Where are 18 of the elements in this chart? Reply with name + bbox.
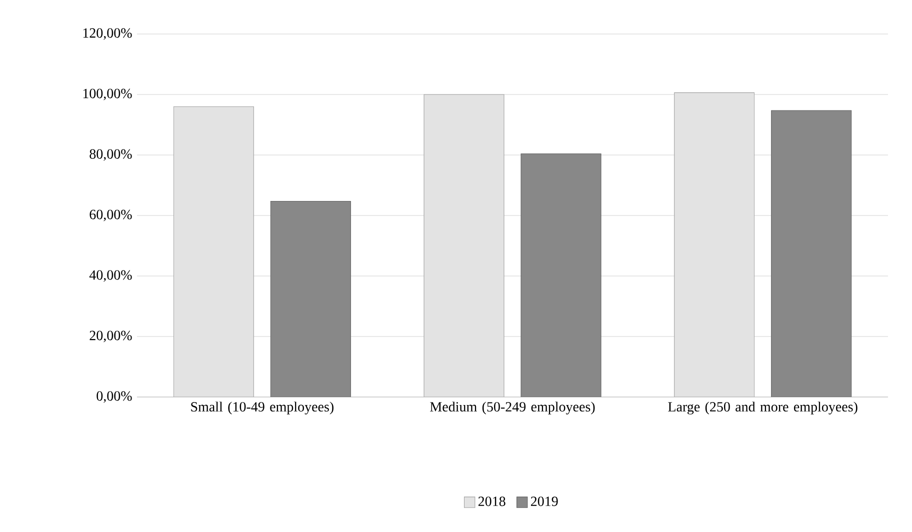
legend-label: 2019 (530, 496, 558, 506)
y-tick-label: 80,00% (90, 149, 132, 161)
x-tick-label: Small (10-49 employees) (191, 402, 334, 414)
y-tick-label: 40,00% (89, 270, 132, 282)
bar (771, 110, 852, 397)
bar (520, 154, 602, 397)
legend-label: 2018 (478, 496, 506, 506)
x-tick-label: Medium (50-249 employees) (430, 402, 595, 414)
bar (173, 106, 254, 397)
y-tick-label: 100,00% (83, 88, 132, 100)
x-tick-label: Large (250 and more employees) (668, 402, 858, 414)
y-tick-label: 60,00% (90, 210, 132, 222)
y-tick-label: 120,00% (83, 28, 132, 40)
y-tick-label: 20,00% (90, 330, 132, 342)
y-tick-label: 0,00% (96, 391, 132, 403)
bar (424, 94, 504, 397)
bar (674, 92, 755, 397)
bar (270, 201, 351, 397)
